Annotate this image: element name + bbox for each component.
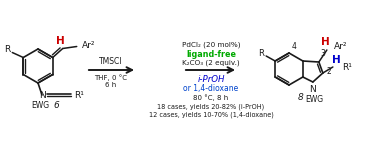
Text: R¹: R¹ bbox=[342, 62, 352, 71]
Text: 80 °C, 8 h: 80 °C, 8 h bbox=[194, 95, 229, 101]
Text: ligand-free: ligand-free bbox=[186, 49, 236, 58]
Text: 8: 8 bbox=[298, 94, 304, 103]
Text: 4: 4 bbox=[291, 41, 296, 50]
Text: N: N bbox=[39, 90, 45, 99]
Text: THF, 0 °C: THF, 0 °C bbox=[94, 75, 127, 81]
Text: 6: 6 bbox=[53, 102, 59, 111]
Text: R: R bbox=[4, 45, 11, 54]
Text: R: R bbox=[258, 49, 264, 58]
Text: 6 h: 6 h bbox=[105, 82, 117, 88]
Text: K₂CO₃ (2 equiv.): K₂CO₃ (2 equiv.) bbox=[182, 60, 240, 66]
Text: H: H bbox=[333, 55, 341, 65]
Text: or 1,4-dioxane: or 1,4-dioxane bbox=[183, 83, 239, 92]
Text: N: N bbox=[310, 85, 316, 94]
Text: Ar²: Ar² bbox=[334, 41, 348, 50]
Text: 12 cases, yields 10-70% (1,4-dioxane): 12 cases, yields 10-70% (1,4-dioxane) bbox=[149, 112, 273, 118]
Text: 3: 3 bbox=[321, 49, 325, 58]
Text: H: H bbox=[321, 37, 330, 47]
Text: Ar²: Ar² bbox=[82, 41, 96, 50]
Text: TMSCl: TMSCl bbox=[99, 57, 123, 66]
Text: PdCl₂ (20 mol%): PdCl₂ (20 mol%) bbox=[182, 42, 240, 48]
Text: EWG: EWG bbox=[31, 100, 49, 110]
Text: H: H bbox=[56, 36, 65, 45]
Text: R¹: R¹ bbox=[74, 90, 84, 99]
Text: i-PrOH: i-PrOH bbox=[197, 74, 225, 83]
Text: EWG: EWG bbox=[305, 95, 323, 103]
Text: 2: 2 bbox=[327, 66, 331, 75]
Text: 18 cases, yields 20-82% (i-PrOH): 18 cases, yields 20-82% (i-PrOH) bbox=[158, 104, 265, 110]
